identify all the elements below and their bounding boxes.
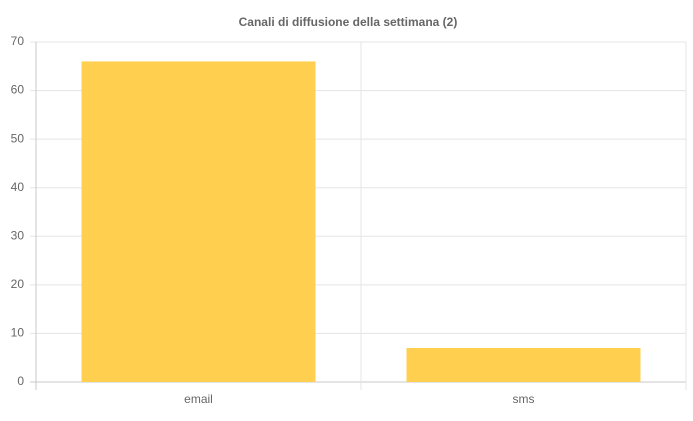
x-tick-label: email (184, 392, 213, 406)
y-tick-label: 0 (17, 374, 24, 388)
x-tick-label: sms (513, 392, 535, 406)
y-tick-label: 60 (11, 83, 25, 97)
bar (81, 61, 316, 383)
bar (406, 348, 641, 382)
y-tick-label: 20 (11, 277, 25, 291)
y-tick-label: 50 (11, 131, 25, 145)
chart-title: Canali di diffusione della settimana (2) (239, 15, 458, 29)
y-tick-label: 40 (11, 180, 25, 194)
y-tick-label: 70 (11, 34, 25, 48)
y-tick-label: 30 (11, 228, 25, 242)
y-tick-label: 10 (11, 326, 25, 340)
